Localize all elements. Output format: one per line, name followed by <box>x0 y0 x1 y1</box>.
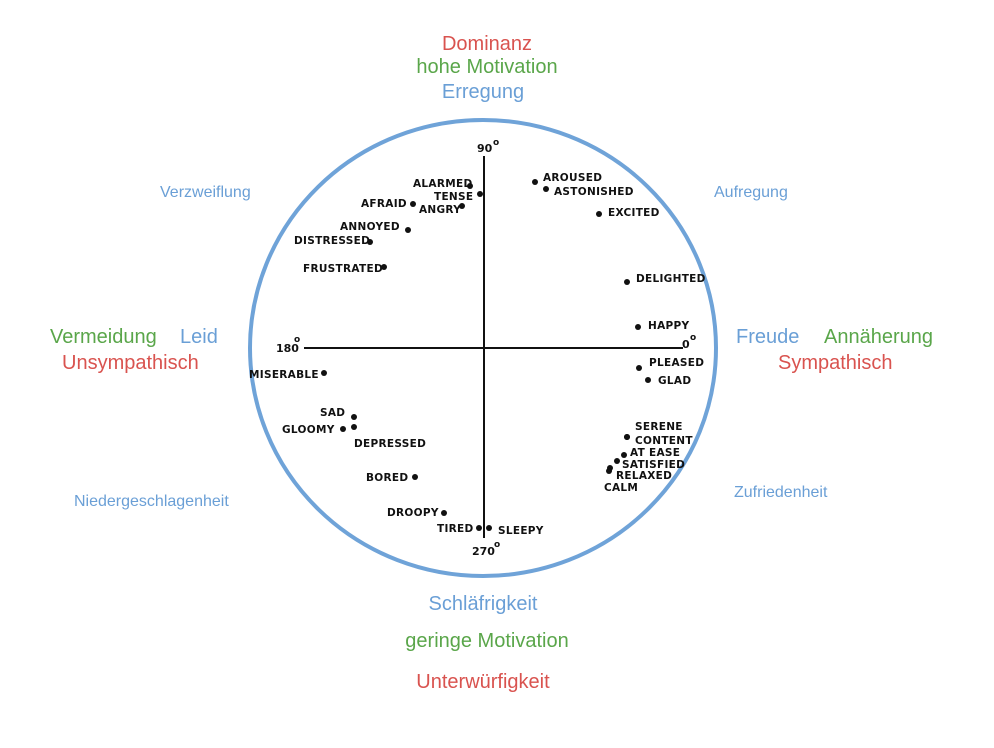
degree-180-symbol: o <box>294 335 300 345</box>
degree-270-symbol: o <box>494 540 500 550</box>
mood-label-frustrated: FRUSTRATED <box>303 263 383 275</box>
mood-label-tense: TENSE <box>434 191 473 203</box>
mood-label-droopy: DROOPY <box>387 507 439 519</box>
mood-label-angry: ANGRY <box>419 204 461 216</box>
mood-dot-tense <box>477 191 483 197</box>
mood-label-sad: SAD <box>320 407 345 419</box>
degree-90-label: 90 <box>477 142 493 155</box>
mood-dot-gloomy <box>340 426 346 432</box>
degree-180-label: 180 <box>276 342 299 355</box>
mood-label-bored: BORED <box>366 472 408 484</box>
label-sleepiness: Schläfrigkeit <box>429 593 538 615</box>
label-arousal: Erregung <box>442 81 524 103</box>
mood-label-satisfied: SATISFIED <box>622 459 685 471</box>
mood-dot-glad <box>645 377 651 383</box>
mood-dot-afraid <box>410 201 416 207</box>
mood-label-delighted: DELIGHTED <box>636 273 706 285</box>
label-approach: Annäherung <box>824 326 933 348</box>
mood-label-astonished: ASTONISHED <box>554 186 634 198</box>
label-despair: Verzweiflung <box>160 184 251 201</box>
label-low-motivation: geringe Motivation <box>405 630 568 652</box>
mood-dot-annoyed <box>405 227 411 233</box>
mood-dot-content <box>624 434 630 440</box>
mood-dot-excited <box>596 211 602 217</box>
mood-label-pleased: PLEASED <box>649 357 704 369</box>
label-excitement: Aufregung <box>714 184 788 201</box>
mood-dot-tired <box>476 525 482 531</box>
mood-dot-aroused <box>532 179 538 185</box>
mood-dot-satisfied <box>614 458 620 464</box>
label-distress: Leid <box>180 326 218 348</box>
mood-label-sleepy: SLEEPY <box>498 525 544 537</box>
label-sympathetic: Sympathisch <box>778 352 893 374</box>
mood-dot-depressed <box>351 424 357 430</box>
mood-label-content: CONTENT <box>635 435 693 447</box>
mood-label-distressed: DISTRESSED <box>294 235 370 247</box>
mood-dot-calm <box>606 468 612 474</box>
degree-90-symbol: o <box>493 138 499 148</box>
mood-dot-miserable <box>321 370 327 376</box>
label-contentment: Zufriedenheit <box>734 484 828 501</box>
circumplex-circle <box>248 118 718 578</box>
mood-dot-astonished <box>543 186 549 192</box>
mood-dot-angry <box>459 203 465 209</box>
mood-label-excited: EXCITED <box>608 207 660 219</box>
mood-label-tired: TIRED <box>437 523 474 535</box>
mood-label-serene: SERENE <box>635 421 683 433</box>
mood-label-miserable: MISERABLE <box>249 369 319 381</box>
mood-dot-delighted <box>624 279 630 285</box>
mood-label-annoyed: ANNOYED <box>340 221 400 233</box>
degree-0-symbol: o <box>690 333 696 343</box>
degree-0-label: 0 <box>682 338 690 351</box>
mood-dot-droopy <box>441 510 447 516</box>
label-joy: Freude <box>736 326 799 348</box>
mood-label-gloomy: GLOOMY <box>282 424 335 436</box>
mood-dot-distressed <box>367 239 373 245</box>
mood-dot-at-ease <box>621 452 627 458</box>
mood-label-aroused: AROUSED <box>543 172 602 184</box>
label-unsympathetic: Unsympathisch <box>62 352 199 374</box>
degree-270-label: 270 <box>472 545 495 558</box>
mood-dot-frustrated <box>381 264 387 270</box>
label-avoidance: Vermeidung <box>50 326 157 348</box>
mood-label-calm: CALM <box>604 482 638 494</box>
label-dejection: Niedergeschlagenheit <box>74 493 229 510</box>
mood-label-afraid: AFRAID <box>361 198 407 210</box>
label-submissiveness: Unterwürfigkeit <box>416 671 550 693</box>
mood-label-at-ease: AT EASE <box>630 447 680 459</box>
mood-label-relaxed: RELAXED <box>616 470 672 482</box>
mood-label-alarmed: ALARMED <box>413 178 472 190</box>
label-dominance: Dominanz <box>442 33 532 55</box>
mood-dot-sad <box>351 414 357 420</box>
mood-label-depressed: DEPRESSED <box>354 438 426 450</box>
mood-dot-pleased <box>636 365 642 371</box>
mood-label-glad: GLAD <box>658 375 691 387</box>
mood-dot-bored <box>412 474 418 480</box>
mood-label-happy: HAPPY <box>648 320 690 332</box>
mood-dot-sleepy <box>486 525 492 531</box>
mood-dot-happy <box>635 324 641 330</box>
label-high-motivation: hohe Motivation <box>416 56 557 78</box>
mood-dot-alarmed <box>467 183 473 189</box>
